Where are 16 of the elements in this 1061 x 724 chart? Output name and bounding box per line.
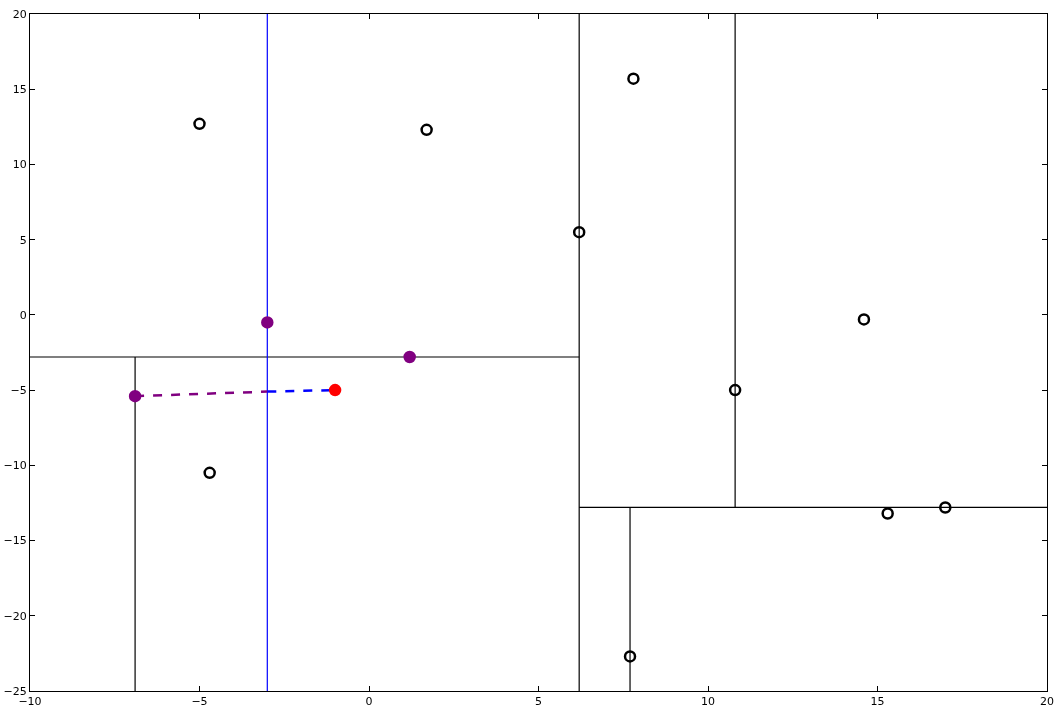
x-tick-label: 0 — [365, 695, 373, 709]
y-tick-label: −10 — [3, 459, 27, 473]
y-tick-label: −25 — [3, 684, 27, 698]
x-tick-label: 10 — [701, 695, 715, 709]
x-tick-label: 5 — [535, 695, 542, 709]
y-tick-label: 5 — [19, 233, 27, 247]
y-tick-label: −20 — [3, 609, 27, 623]
y-tick-label: −15 — [3, 534, 27, 548]
x-tick-label: 20 — [1040, 695, 1054, 709]
y-tick-label: 20 — [12, 7, 27, 21]
x-tick-label: −5 — [191, 695, 208, 709]
y-tick-label: 0 — [19, 308, 27, 322]
y-tick-label: −5 — [10, 383, 27, 397]
x-tick-label: 15 — [870, 695, 885, 709]
y-tick-label: 10 — [12, 158, 27, 172]
y-tick-label: 15 — [12, 83, 27, 97]
